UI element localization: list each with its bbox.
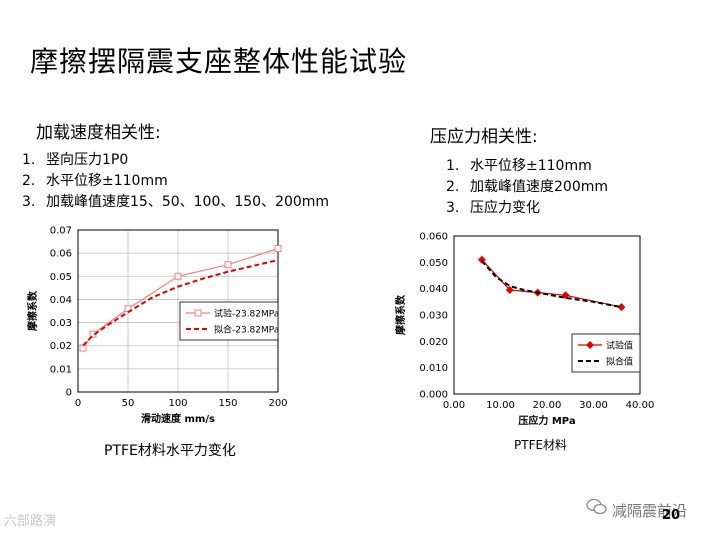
legend-label: 试验值 — [606, 340, 633, 352]
y-tick-label: 0.02 — [50, 341, 72, 352]
data-point — [274, 245, 282, 253]
y-tick-label: 0.07 — [50, 226, 72, 237]
series-line — [481, 260, 622, 309]
legend-box — [179, 301, 279, 341]
data-point — [174, 272, 182, 280]
series-line — [82, 259, 279, 347]
y-tick-label: 0.020 — [419, 337, 448, 348]
plot-frame — [453, 235, 641, 395]
data-point — [505, 285, 514, 294]
list-number: 2. — [446, 179, 460, 195]
list-text: 压应力变化 — [470, 200, 540, 216]
legend-marker — [194, 309, 202, 317]
y-tick-label: 0 — [66, 388, 72, 399]
data-point — [224, 261, 232, 269]
x-tick-label: 0 — [75, 398, 81, 409]
y-tick-label: 0.000 — [419, 390, 448, 401]
x-tick-label: 20.00 — [533, 400, 562, 411]
list-item: 1. 竖向压力1P0 — [22, 150, 329, 171]
y-axis-title: 摩擦系数 — [394, 294, 407, 335]
list-number: 1. — [446, 158, 460, 174]
list-item: 1. 水平位移±110mm — [446, 156, 608, 177]
x-tick-label: 40.00 — [626, 400, 655, 411]
list-number: 3. — [22, 194, 36, 210]
stress-chart-svg: 0.000 0.010 0.020 0.030 0.040 0.050 0.060 0.00 1… — [394, 232, 655, 428]
x-tick-label: 50 — [122, 398, 135, 409]
left-condition-list: 1. 竖向压力1P0 2. 水平位移±110mm 3. 加载峰值速度15、50、100… — [22, 150, 329, 213]
x-tick-label: 30.00 — [579, 400, 608, 411]
y-tick-label: 0.06 — [50, 249, 72, 260]
page-title: 摩擦摆隔震支座整体性能试验 — [30, 45, 408, 78]
right-section-heading: 压应力相关性: — [430, 127, 538, 147]
list-number: 3. — [446, 200, 460, 216]
y-tick-label: 0.060 — [419, 232, 448, 243]
list-item: 2. 水平位移±110mm — [22, 171, 329, 192]
list-item: 3. 加载峰值速度15、50、100、150、200mm — [22, 192, 329, 213]
legend-label: 拟合-23.82MPa — [214, 324, 279, 336]
y-axis-title: 摩擦系数 — [26, 290, 39, 331]
wechat-icon — [586, 498, 607, 515]
list-number: 1. — [22, 152, 36, 168]
y-tick-label: 0.05 — [50, 272, 72, 283]
list-text: 竖向压力1P0 — [46, 152, 129, 168]
legend-box — [571, 333, 641, 373]
list-text: 加载峰值速度15、50、100、150、200mm — [46, 194, 330, 210]
watermark-text: 六部路演 — [4, 514, 57, 529]
x-tick-label: 150 — [218, 398, 237, 409]
data-point — [79, 344, 87, 352]
y-tick-label: 0.030 — [419, 311, 448, 322]
list-number: 2. — [22, 173, 36, 189]
data-point — [617, 303, 626, 312]
brand-text: 减隔震前沿 — [612, 502, 688, 520]
left-chart-caption: PTFE材料水平力变化 — [104, 443, 236, 459]
velocity-chart-svg: 0 0.01 0.02 0.03 0.04 0.05 0.06 0.07 0 50 100 150 20… — [26, 226, 288, 426]
legend-marker — [586, 341, 594, 349]
velocity-chart: 0 0.01 0.02 0.03 0.04 0.05 0.06 0.07 0 50 100 150 20… — [20, 222, 310, 442]
list-text: 加载峰值速度200mm — [470, 179, 608, 195]
list-item: 2. 加载峰值速度200mm — [446, 177, 608, 198]
y-tick-label: 0.01 — [50, 364, 72, 375]
page-number: 20 — [662, 508, 681, 523]
x-tick-label: 0.00 — [443, 400, 465, 411]
left-section-heading: 加载速度相关性: — [36, 123, 161, 143]
right-condition-list: 1. 水平位移±110mm 2. 加载峰值速度200mm 3. 压应力变化 — [446, 156, 608, 219]
y-tick-label: 0.050 — [419, 258, 448, 269]
y-tick-label: 0.04 — [50, 295, 72, 306]
y-tick-label: 0.010 — [419, 363, 448, 374]
right-chart-caption: PTFE材料 — [514, 438, 568, 452]
series-line — [481, 259, 622, 308]
x-tick-label: 200 — [268, 398, 287, 409]
x-tick-label: 10.00 — [486, 400, 515, 411]
list-text: 水平位移±110mm — [46, 173, 168, 189]
y-tick-label: 0.040 — [419, 284, 448, 295]
x-axis-title: 压应力 MPa — [518, 414, 575, 427]
list-text: 水平位移±110mm — [470, 158, 592, 174]
stress-chart: 0.000 0.010 0.020 0.030 0.040 0.050 0.060 0.00 1… — [380, 226, 670, 436]
x-axis-title: 滑动速度 mm/s — [141, 412, 215, 425]
list-item: 3. 压应力变化 — [446, 198, 608, 219]
y-tick-label: 0.03 — [50, 318, 72, 329]
x-tick-label: 100 — [168, 398, 187, 409]
legend-label: 试验-23.82MPa — [214, 308, 279, 320]
legend-label: 拟合值 — [606, 356, 633, 368]
